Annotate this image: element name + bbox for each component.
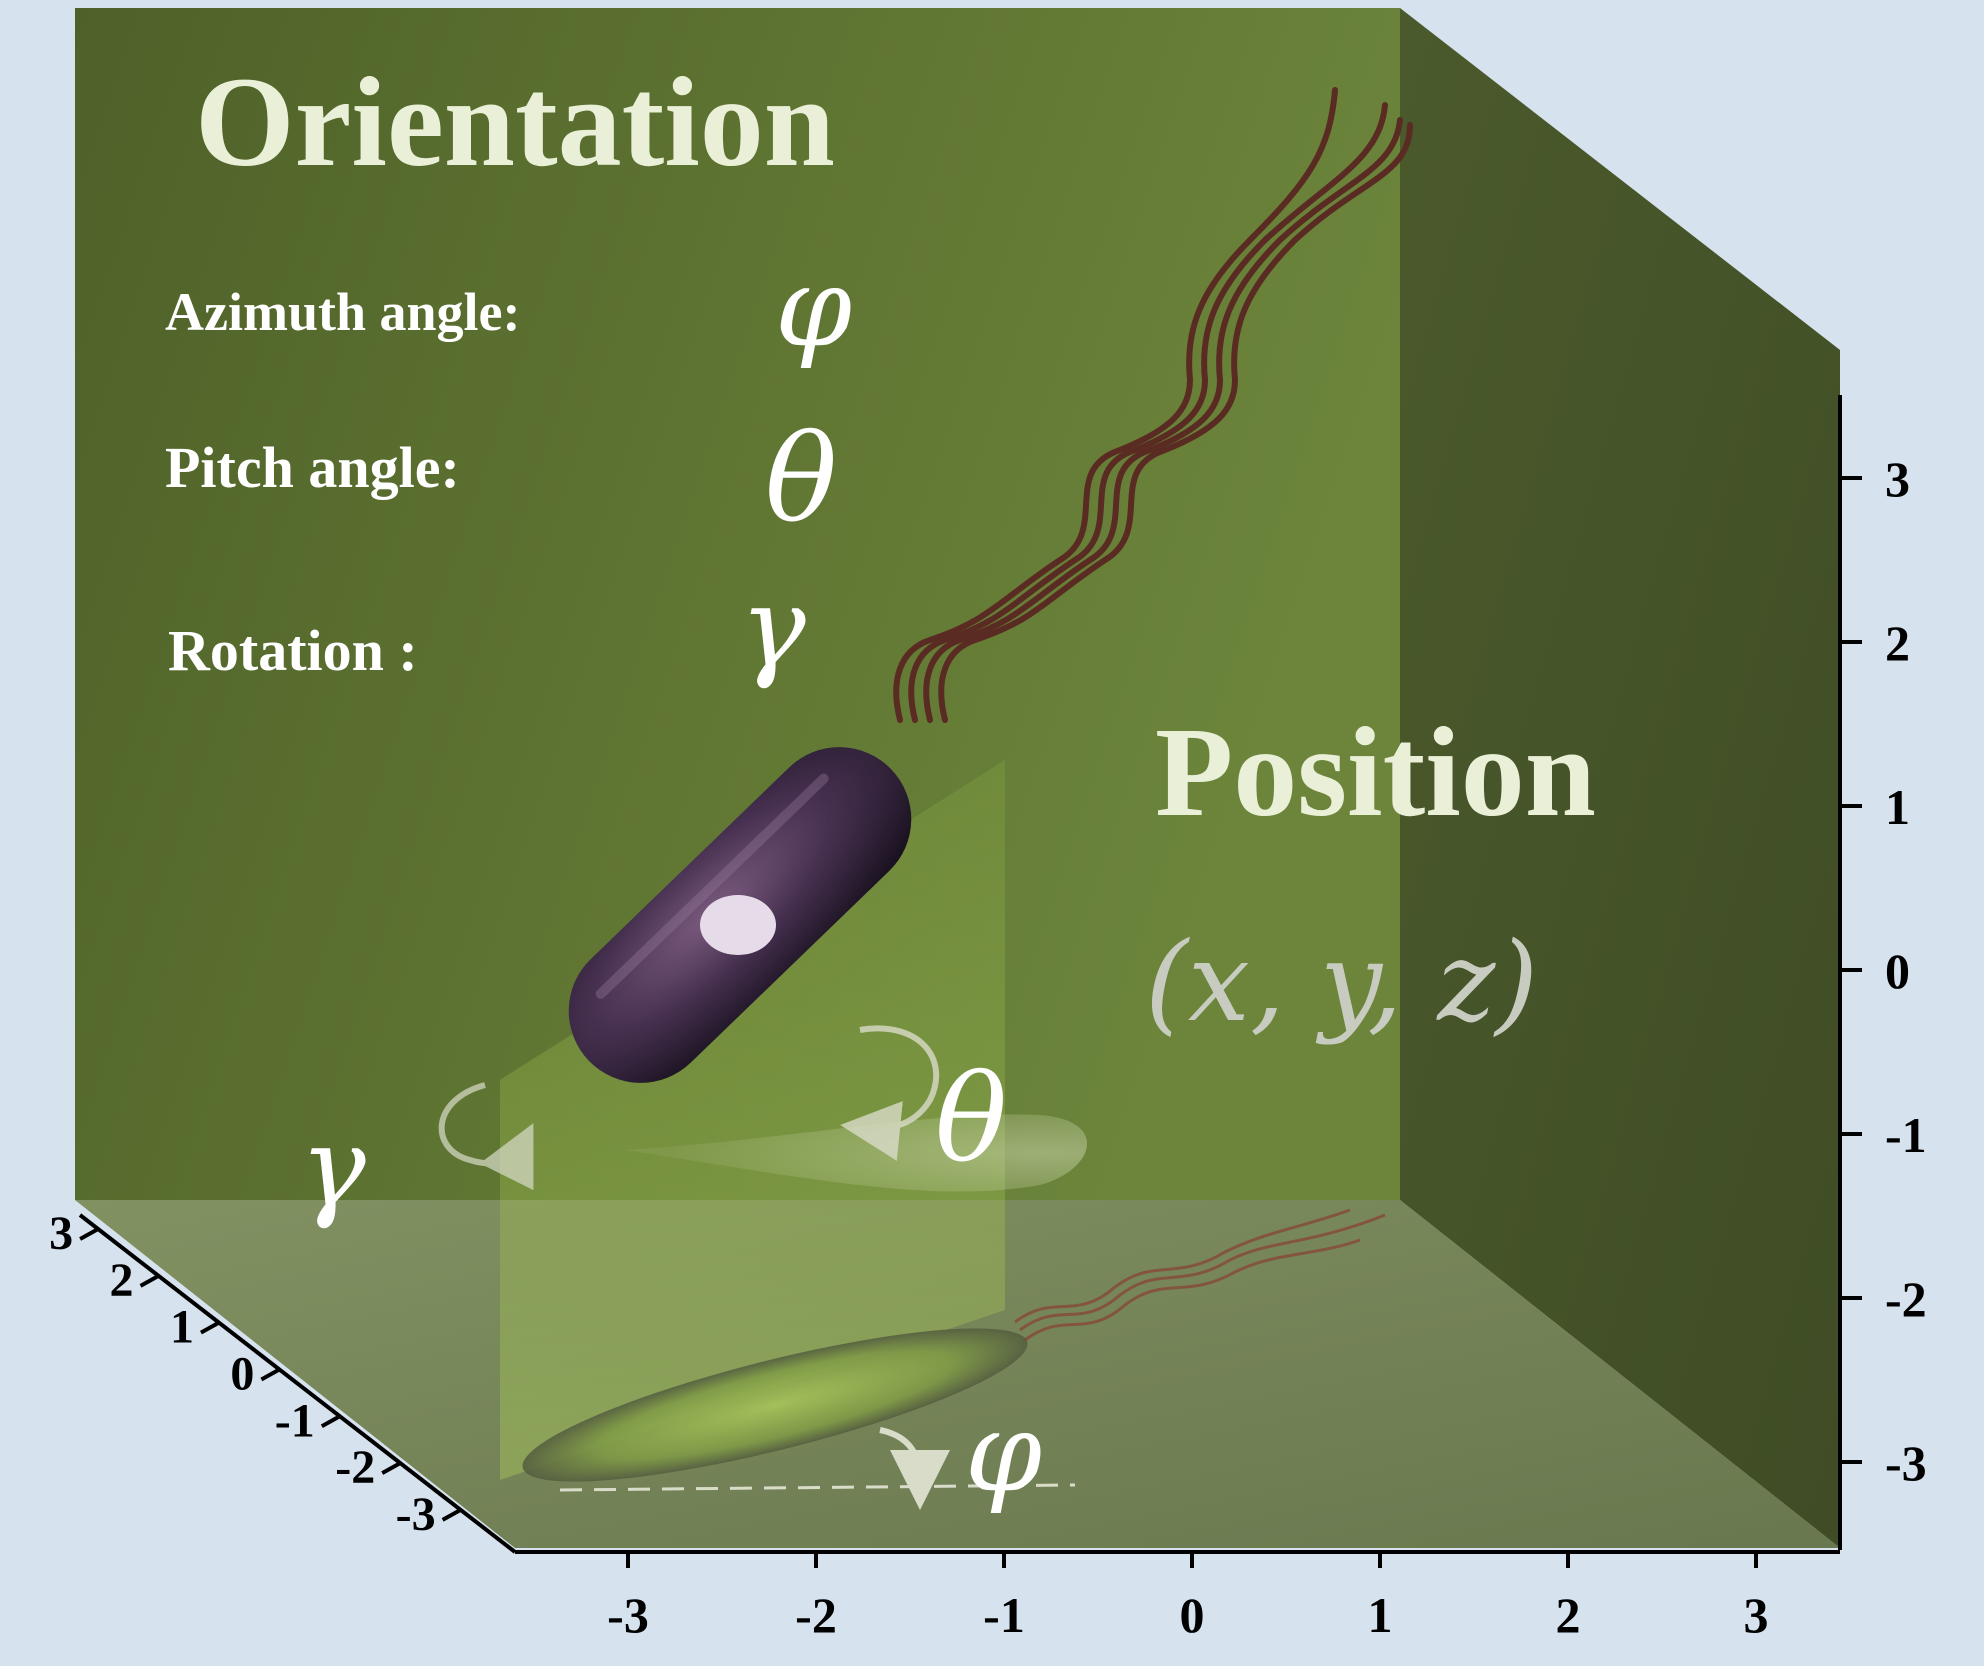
- x-tick-label: 0: [1180, 1587, 1205, 1643]
- back-wall: [75, 8, 1400, 1200]
- rotation-gamma-arrow: [438, 1082, 534, 1191]
- x-tick-label: 2: [1556, 1587, 1581, 1643]
- azimuth-reference-line: [559, 1483, 1076, 1492]
- z-tick-label: 1: [1885, 779, 1910, 835]
- x-tick-label: 1: [1368, 1587, 1393, 1643]
- z-tick-label: 0: [1885, 943, 1910, 999]
- z-axis-ticks: 3 2 1 0 -1 -2 -3: [1840, 451, 1927, 1491]
- y-tick-label: 1: [170, 1301, 194, 1354]
- y-tick-mark: [199, 1320, 220, 1335]
- position-title: Position: [1155, 701, 1596, 843]
- position-coords: (x, y, z): [1145, 918, 1538, 1046]
- y-tick-label: -3: [396, 1488, 436, 1541]
- y-tick-label: -2: [335, 1441, 375, 1494]
- rotation-label: Rotation :: [168, 618, 418, 683]
- z-tick-label: -3: [1885, 1435, 1927, 1491]
- azimuth-label: Azimuth angle:: [165, 282, 520, 342]
- y-axis-line: [78, 1213, 517, 1554]
- y-tick-mark: [260, 1367, 281, 1382]
- y-tick-mark: [381, 1461, 402, 1475]
- side-wall: [1400, 8, 1840, 1548]
- flagella: [893, 87, 1413, 723]
- y-tick-mark: [320, 1414, 341, 1429]
- z-tick-label: -1: [1885, 1107, 1927, 1163]
- scene-theta-symbol: θ: [935, 1050, 1007, 1189]
- axes: [78, 395, 1842, 1554]
- flagella-shadow: [1014, 1208, 1386, 1342]
- pitch-label: Pitch angle:: [165, 435, 460, 500]
- y-tick-label: 2: [110, 1254, 134, 1307]
- scene-phi-symbol: φ: [965, 1388, 1042, 1516]
- y-tick-mark: [139, 1274, 160, 1288]
- scene-gamma-symbol: γ: [300, 1103, 366, 1231]
- rotation-theta-arrow: [840, 1025, 940, 1161]
- azimuth-symbol: φ: [775, 243, 852, 371]
- z-tick-label: -2: [1885, 1271, 1927, 1327]
- x-axis-ticks: -3 -2 -1 0 1 2 3: [607, 1552, 1769, 1643]
- rotation-phi-arrow: [879, 1427, 950, 1510]
- pitch-symbol: θ: [765, 410, 837, 549]
- y-tick-label: -1: [275, 1394, 315, 1447]
- projection-beam: [500, 760, 1005, 1480]
- y-tick-label: 3: [49, 1207, 73, 1260]
- x-tick-label: -2: [795, 1587, 837, 1643]
- rotation-symbol: γ: [740, 563, 806, 691]
- center-of-mass-dot: [700, 895, 776, 955]
- z-tick-label: 3: [1885, 451, 1910, 507]
- y-tick-mark: [441, 1508, 462, 1522]
- x-tick-label: -3: [607, 1587, 649, 1643]
- bacterium-shadow: [522, 1328, 1028, 1482]
- x-tick-label: 3: [1744, 1587, 1769, 1643]
- z-tick-label: 2: [1885, 615, 1910, 671]
- orientation-title: Orientation: [195, 51, 835, 193]
- y-tick-mark: [79, 1227, 100, 1241]
- x-tick-label: -1: [983, 1587, 1025, 1643]
- y-tick-label: 0: [230, 1347, 254, 1400]
